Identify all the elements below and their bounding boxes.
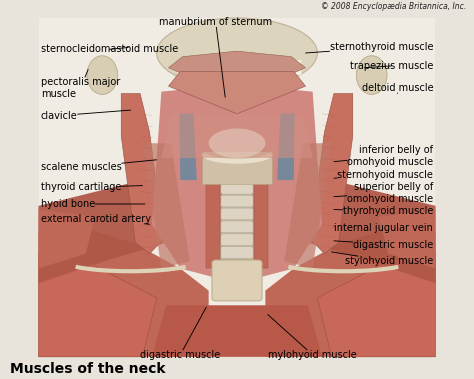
Polygon shape xyxy=(310,94,353,254)
Polygon shape xyxy=(121,94,164,254)
Polygon shape xyxy=(294,180,436,283)
Text: superior belly of
omohyoid muscle: superior belly of omohyoid muscle xyxy=(334,182,433,204)
Text: digastric muscle: digastric muscle xyxy=(140,307,220,360)
FancyBboxPatch shape xyxy=(221,195,253,207)
Polygon shape xyxy=(201,150,273,184)
FancyBboxPatch shape xyxy=(292,60,302,75)
Polygon shape xyxy=(168,71,306,114)
Polygon shape xyxy=(220,180,254,276)
Text: Muscles of the neck: Muscles of the neck xyxy=(10,362,165,376)
Text: hyoid bone: hyoid bone xyxy=(41,199,145,209)
Text: internal jugular vein: internal jugular vein xyxy=(334,223,433,233)
Polygon shape xyxy=(277,114,295,180)
Text: thyrohyoid muscle: thyrohyoid muscle xyxy=(334,207,433,216)
FancyBboxPatch shape xyxy=(281,60,292,75)
Text: pectoralis major
muscle: pectoralis major muscle xyxy=(41,70,120,99)
Polygon shape xyxy=(143,143,190,268)
Text: digastric muscle: digastric muscle xyxy=(334,240,433,249)
Text: sternohyoid muscle: sternohyoid muscle xyxy=(334,169,433,180)
Ellipse shape xyxy=(209,128,265,158)
Polygon shape xyxy=(152,84,322,283)
FancyBboxPatch shape xyxy=(260,60,271,75)
Text: sternocleidomastoid muscle: sternocleidomastoid muscle xyxy=(41,44,178,54)
Ellipse shape xyxy=(356,56,387,94)
Text: clavicle: clavicle xyxy=(41,110,131,121)
FancyBboxPatch shape xyxy=(212,260,262,301)
Polygon shape xyxy=(265,224,436,357)
Polygon shape xyxy=(38,254,156,357)
Text: sternothyroid muscle: sternothyroid muscle xyxy=(306,42,433,53)
Ellipse shape xyxy=(156,18,318,88)
Polygon shape xyxy=(254,150,268,268)
Polygon shape xyxy=(38,210,95,268)
Text: deltoid muscle: deltoid muscle xyxy=(362,83,433,94)
Polygon shape xyxy=(179,114,197,180)
Polygon shape xyxy=(206,150,220,268)
FancyBboxPatch shape xyxy=(271,60,281,75)
Text: © 2008 Encyclopædia Britannica, Inc.: © 2008 Encyclopædia Britannica, Inc. xyxy=(321,2,466,11)
Text: thyroid cartilage: thyroid cartilage xyxy=(41,182,143,193)
FancyBboxPatch shape xyxy=(221,247,253,258)
Polygon shape xyxy=(284,143,331,268)
FancyBboxPatch shape xyxy=(198,60,208,75)
Polygon shape xyxy=(318,254,436,357)
FancyBboxPatch shape xyxy=(219,60,229,75)
FancyBboxPatch shape xyxy=(221,182,253,194)
Text: stylohyoid muscle: stylohyoid muscle xyxy=(331,252,433,266)
Text: trapezius muscle: trapezius muscle xyxy=(350,61,433,71)
Polygon shape xyxy=(161,114,313,158)
FancyBboxPatch shape xyxy=(177,60,187,75)
Polygon shape xyxy=(379,210,436,268)
Polygon shape xyxy=(168,51,306,97)
FancyBboxPatch shape xyxy=(221,221,253,233)
FancyBboxPatch shape xyxy=(221,234,253,246)
FancyBboxPatch shape xyxy=(208,60,219,75)
Polygon shape xyxy=(38,224,209,357)
Ellipse shape xyxy=(87,56,118,94)
Text: scalene muscles: scalene muscles xyxy=(41,160,156,172)
Text: manubrium of sternum: manubrium of sternum xyxy=(159,17,272,97)
Polygon shape xyxy=(38,180,180,283)
Text: inferior belly of
omohyoid muscle: inferior belly of omohyoid muscle xyxy=(334,145,433,167)
FancyBboxPatch shape xyxy=(229,60,239,75)
Text: external carotid artery: external carotid artery xyxy=(41,214,151,224)
FancyBboxPatch shape xyxy=(221,208,253,220)
FancyBboxPatch shape xyxy=(221,260,253,271)
FancyBboxPatch shape xyxy=(250,60,260,75)
FancyBboxPatch shape xyxy=(38,18,436,357)
Text: mylohyoid muscle: mylohyoid muscle xyxy=(268,315,357,360)
FancyBboxPatch shape xyxy=(239,60,250,75)
Polygon shape xyxy=(152,305,322,357)
FancyBboxPatch shape xyxy=(187,60,198,75)
